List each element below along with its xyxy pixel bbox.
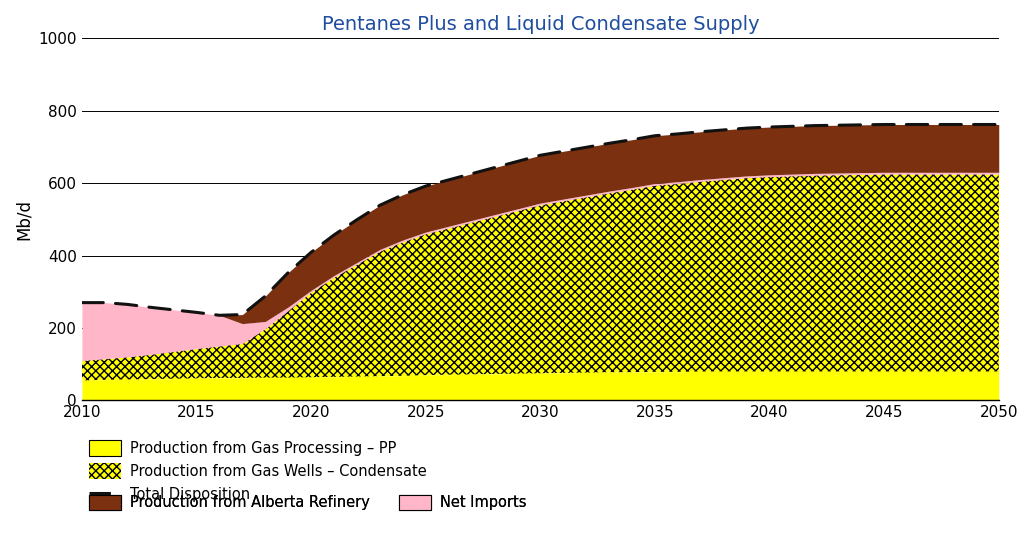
Legend: Production from Alberta Refinery, Net Imports: Production from Alberta Refinery, Net Im… [89, 494, 527, 511]
Y-axis label: Mb/d: Mb/d [15, 199, 33, 240]
Title: Pentanes Plus and Liquid Condensate Supply: Pentanes Plus and Liquid Condensate Supp… [321, 15, 759, 34]
